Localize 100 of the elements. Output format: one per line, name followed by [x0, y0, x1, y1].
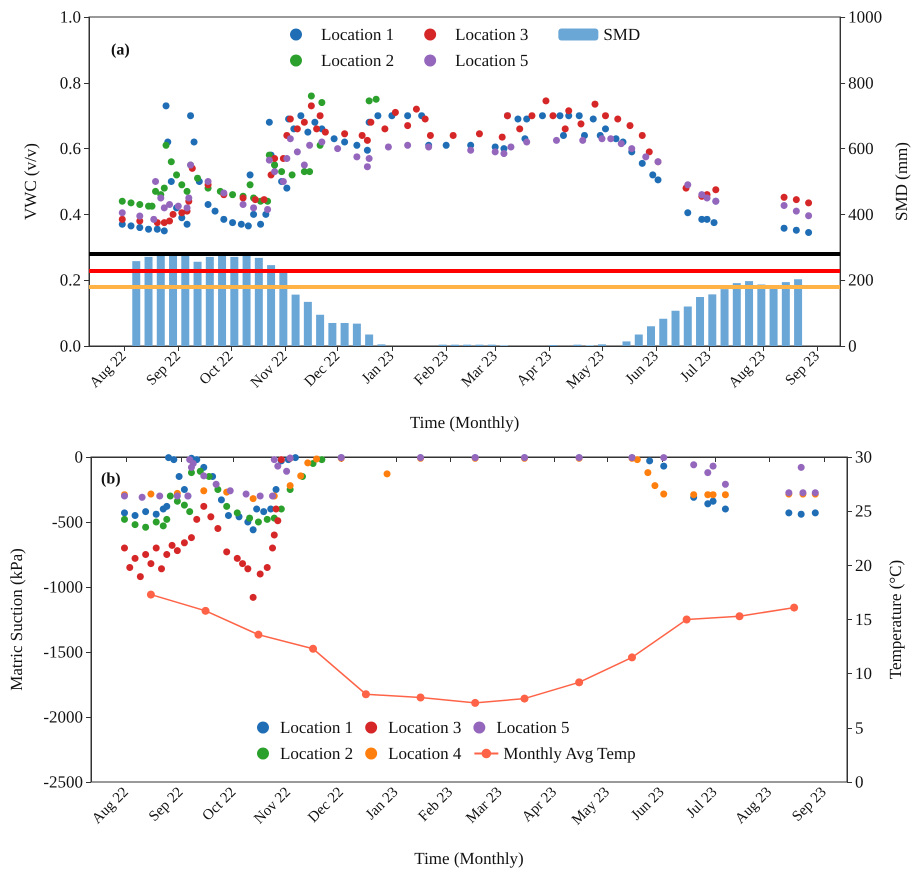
point — [306, 168, 314, 176]
point — [274, 462, 282, 470]
point — [304, 458, 312, 466]
point — [229, 191, 236, 198]
legend-label: SMD — [603, 25, 640, 44]
y2-tick-label: 15 — [855, 610, 872, 628]
point — [204, 178, 212, 185]
point — [250, 593, 257, 600]
point — [147, 560, 154, 567]
x-tick-label: Jul 23 — [684, 784, 720, 821]
x-axis-title: Time (Monthly) — [414, 848, 524, 868]
point — [146, 590, 155, 598]
bar — [328, 322, 336, 346]
point — [660, 454, 668, 461]
point — [152, 178, 160, 185]
bar — [267, 265, 276, 346]
x-tick-label: Aug 22 — [89, 784, 132, 827]
point — [812, 508, 819, 516]
x-tick-label: Mar 23 — [458, 348, 501, 391]
x-tick-label: Aug 22 — [86, 348, 130, 392]
bar — [745, 281, 754, 346]
y2-tick-label: 0 — [848, 336, 857, 356]
point — [269, 544, 276, 551]
x-tick-label: Aug 23 — [726, 348, 769, 392]
bar — [352, 324, 361, 346]
point — [126, 564, 134, 570]
point — [157, 194, 164, 202]
point — [138, 493, 146, 500]
point — [253, 505, 260, 512]
point — [212, 480, 220, 488]
legend-label: Location 5 — [496, 718, 570, 736]
bar — [169, 254, 178, 346]
y-tick-label: 0.8 — [60, 73, 81, 92]
point — [306, 142, 314, 149]
y-tick-label: -500 — [52, 512, 83, 531]
point — [250, 494, 257, 502]
y2-tick-label: 30 — [855, 447, 872, 466]
point — [805, 212, 812, 220]
point — [214, 524, 222, 532]
point — [193, 515, 200, 522]
point — [575, 678, 584, 686]
y-tick-label: 0.0 — [60, 336, 81, 356]
y-tick-label: 0.2 — [60, 270, 81, 290]
point — [552, 136, 560, 144]
x-tick-label: Sep 23 — [789, 784, 830, 824]
bar — [132, 261, 140, 346]
point — [174, 492, 181, 499]
point — [256, 492, 264, 499]
x-tick-label: Apr 23 — [514, 348, 556, 390]
bar — [316, 314, 324, 346]
point — [286, 135, 294, 142]
bar — [732, 283, 741, 346]
point — [246, 514, 254, 522]
y-tick-label: 0.6 — [60, 139, 81, 158]
bar — [230, 256, 238, 346]
point — [250, 526, 257, 533]
point — [364, 163, 371, 170]
point — [160, 184, 168, 192]
point — [190, 460, 197, 466]
x-tick-label: Aug 23 — [732, 784, 776, 827]
point — [142, 523, 150, 530]
point — [254, 518, 262, 525]
point — [200, 486, 208, 494]
point — [218, 496, 225, 503]
point — [184, 188, 191, 195]
point — [136, 201, 144, 208]
point — [168, 541, 176, 548]
x-tick-label: Jan 23 — [362, 784, 402, 823]
point — [710, 490, 717, 498]
point — [722, 480, 729, 488]
point — [176, 472, 183, 480]
y-tick-label: -2000 — [43, 707, 83, 726]
point — [471, 698, 480, 706]
bar — [365, 334, 374, 346]
point — [240, 201, 247, 208]
point — [152, 510, 160, 518]
point — [200, 502, 208, 510]
point — [736, 612, 744, 620]
point — [704, 468, 712, 476]
legend-label: Location 1 — [280, 718, 354, 736]
y-tick-label: -1500 — [43, 642, 83, 661]
bar — [156, 254, 165, 346]
point — [780, 202, 788, 210]
point — [185, 194, 192, 202]
point — [186, 508, 194, 515]
y-tick-label: 0.4 — [60, 204, 82, 224]
x-tick-label: Feb 23 — [416, 784, 456, 824]
point — [264, 564, 271, 570]
point — [266, 156, 273, 164]
bar — [181, 254, 190, 346]
point — [256, 570, 264, 577]
point — [163, 550, 170, 558]
point — [132, 512, 139, 518]
bar — [304, 302, 312, 346]
point — [286, 482, 294, 489]
point — [158, 564, 165, 572]
y2-tick-label: 10 — [855, 664, 872, 683]
point — [173, 171, 180, 178]
point — [180, 501, 188, 508]
y-tick-label: -1000 — [43, 577, 83, 596]
